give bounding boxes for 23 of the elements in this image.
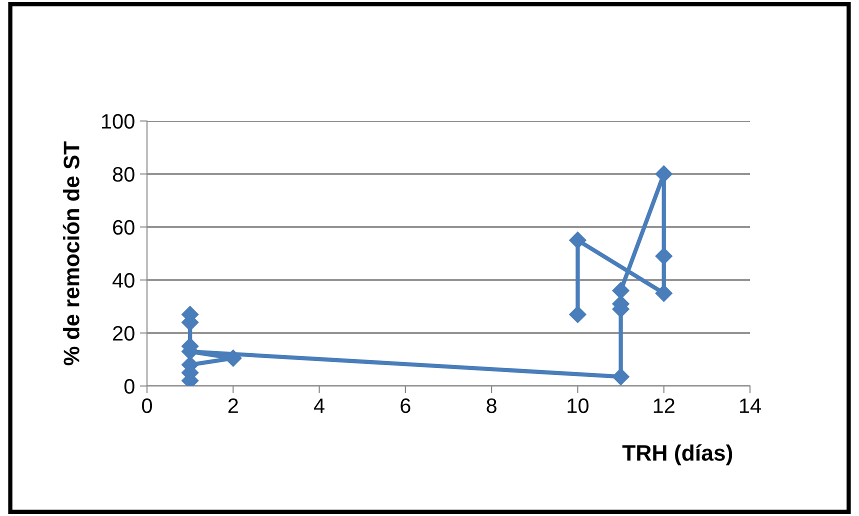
y-tick-label: 20 (113, 326, 134, 341)
point (655, 165, 672, 183)
point (655, 284, 672, 302)
x-axis-title: TRH (días) (622, 444, 732, 466)
point (569, 306, 586, 323)
x-tick-label: 14 (740, 398, 761, 413)
y-tick-label: 100 (102, 114, 134, 129)
point (612, 282, 630, 300)
x-tick-label: 12 (654, 398, 674, 413)
x-tick-label: 4 (314, 398, 324, 413)
x-tick-label: 10 (568, 398, 588, 414)
point (569, 232, 586, 249)
x-tick-label: 6 (400, 398, 410, 414)
y-tick-label: 80 (112, 167, 134, 182)
y-tick-label: 60 (113, 220, 134, 235)
y-tick-label: 0 (124, 379, 134, 394)
point (655, 248, 672, 265)
point (612, 368, 630, 386)
x-tick-label: 8 (486, 398, 496, 414)
y-axis-title: % de remoción de ST (62, 141, 80, 366)
x-tick-label: 2 (228, 398, 238, 413)
y-tick-label: 40 (112, 273, 134, 288)
x-tick-label: 0 (142, 398, 152, 414)
